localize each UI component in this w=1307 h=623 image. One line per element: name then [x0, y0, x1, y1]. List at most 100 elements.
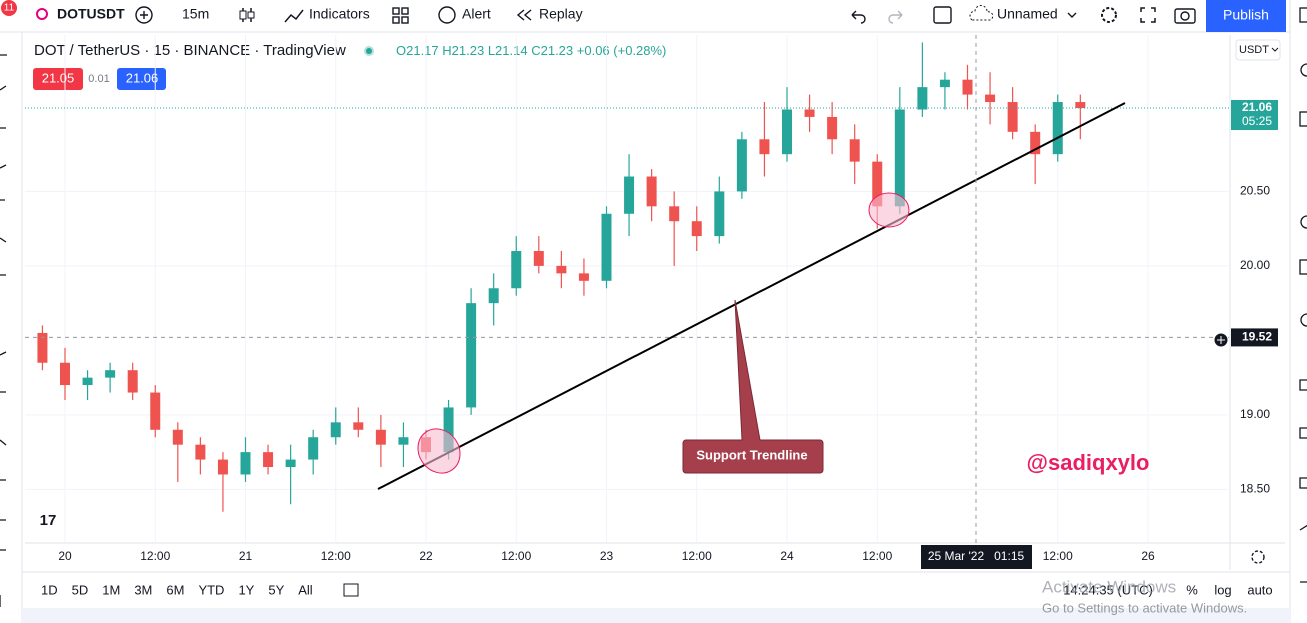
- candle-body: [398, 437, 409, 445]
- range-button[interactable]: 3M: [134, 582, 152, 597]
- y-tick-label: 19.00: [1240, 407, 1270, 421]
- percent-toggle[interactable]: %: [1186, 582, 1198, 597]
- activation-subtitle: Go to Settings to activate Windows.: [1042, 600, 1247, 615]
- symbol-icon[interactable]: [36, 8, 48, 20]
- layout-toggle[interactable]: [933, 6, 952, 24]
- interval[interactable]: 15m: [182, 6, 209, 22]
- currency-box[interactable]: [1235, 39, 1281, 61]
- candle-body: [488, 288, 499, 304]
- symbol[interactable]: DOTUSDT: [57, 6, 125, 22]
- replay-icon[interactable]: [516, 9, 532, 21]
- candle-body: [172, 429, 183, 445]
- publish-button[interactable]: [1206, 0, 1286, 32]
- range-button[interactable]: All: [298, 582, 313, 597]
- candle-body: [443, 407, 454, 453]
- alert-icon[interactable]: [438, 6, 456, 24]
- x-tick-label: 12:00: [862, 549, 892, 563]
- market-status-dot: [366, 48, 372, 54]
- trendline: [377, 102, 1126, 490]
- candle-body: [601, 213, 612, 281]
- tv-logo: 17: [40, 512, 57, 529]
- add-symbol[interactable]: [135, 6, 153, 24]
- add-symbol-plus: [140, 11, 148, 19]
- range-button[interactable]: 5Y: [268, 582, 284, 597]
- candle-body: [105, 370, 116, 378]
- activation-title: Activate Windows: [1042, 577, 1176, 596]
- range-button[interactable]: 5D: [72, 582, 89, 597]
- x-tick-label: 12:00: [682, 549, 712, 563]
- x-tick-label: 22: [419, 549, 433, 563]
- candle-body: [849, 139, 860, 162]
- candle-body: [691, 221, 702, 237]
- crosshair-price-box: [1231, 328, 1278, 347]
- y-tick-label: 18.50: [1240, 482, 1270, 496]
- templates[interactable]: [392, 7, 409, 24]
- badge: [1, 0, 17, 16]
- candle-body: [782, 109, 792, 155]
- candle-body: [82, 377, 93, 386]
- candle-body: [60, 362, 70, 386]
- currency[interactable]: USDT: [1239, 44, 1269, 56]
- layout-menu[interactable]: [1067, 12, 1077, 18]
- watermark: @sadiqxylo: [1027, 450, 1150, 475]
- x-tick-label: 26: [1141, 549, 1155, 563]
- auto-toggle[interactable]: auto: [1247, 582, 1272, 597]
- snapshot[interactable]: [1174, 8, 1196, 24]
- publish[interactable]: Publish: [1223, 7, 1269, 23]
- badge-count: 11: [4, 3, 15, 14]
- range-button[interactable]: 6M: [166, 582, 184, 597]
- low: L21.14: [488, 43, 528, 58]
- candle-body: [1052, 102, 1063, 155]
- range-button[interactable]: YTD: [198, 582, 224, 597]
- indicators[interactable]: Indicators: [309, 6, 370, 22]
- x-tick-label: 12:00: [321, 549, 351, 563]
- y-tick-label: 20.50: [1240, 184, 1270, 198]
- candle-body: [578, 273, 589, 281]
- candle-body: [217, 459, 228, 475]
- candle-body: [127, 370, 138, 393]
- goto-date[interactable]: [343, 583, 359, 597]
- candle-body: [263, 452, 274, 468]
- candle-body: [308, 437, 319, 460]
- right-sidebar[interactable]: [1299, 7, 1307, 583]
- range-button[interactable]: 1D: [41, 582, 58, 597]
- candle-body: [804, 109, 815, 117]
- axis-settings[interactable]: [1251, 550, 1265, 564]
- log-toggle[interactable]: log: [1214, 582, 1231, 597]
- alert[interactable]: Alert: [462, 6, 491, 22]
- countdown: 05:25: [1242, 114, 1272, 128]
- buy-button[interactable]: [117, 68, 166, 90]
- candle-body: [624, 176, 635, 214]
- drawing-tools[interactable]: [0, 54, 7, 607]
- bid[interactable]: 21.05: [42, 70, 75, 85]
- undo[interactable]: [851, 10, 866, 24]
- redo[interactable]: [888, 10, 903, 24]
- candle-body: [646, 176, 657, 207]
- status-strip: [22, 608, 1290, 623]
- candle-body: [872, 161, 883, 207]
- candle-body: [1075, 102, 1086, 108]
- candle-body: [736, 139, 747, 192]
- callout: [682, 299, 824, 474]
- range-buttons: 1D 5D 1M 3M 6M YTD 1Y 5Y All: [41, 582, 313, 597]
- fullscreen[interactable]: [1140, 7, 1156, 23]
- settings[interactable]: [1101, 7, 1117, 23]
- candle-body: [150, 392, 161, 430]
- candle-body: [714, 191, 725, 237]
- x-tick-label: 12:00: [501, 549, 531, 563]
- y-tick-label: 20.00: [1240, 258, 1270, 272]
- layout-name[interactable]: Unnamed: [997, 6, 1058, 22]
- range-button[interactable]: 1M: [102, 582, 120, 597]
- ask[interactable]: 21.06: [126, 70, 159, 85]
- last-price-box: [1231, 99, 1278, 130]
- replay[interactable]: Replay: [539, 6, 583, 22]
- candle-body: [556, 265, 567, 274]
- x-tick-label: 12:00: [140, 549, 170, 563]
- x-tick-label: 12:00: [1043, 549, 1073, 563]
- range-button[interactable]: 1Y: [238, 582, 254, 597]
- candle-body: [669, 206, 680, 222]
- indicators-icon[interactable]: [284, 9, 304, 23]
- spread: 0.01: [88, 73, 109, 85]
- sell-button[interactable]: [33, 68, 83, 90]
